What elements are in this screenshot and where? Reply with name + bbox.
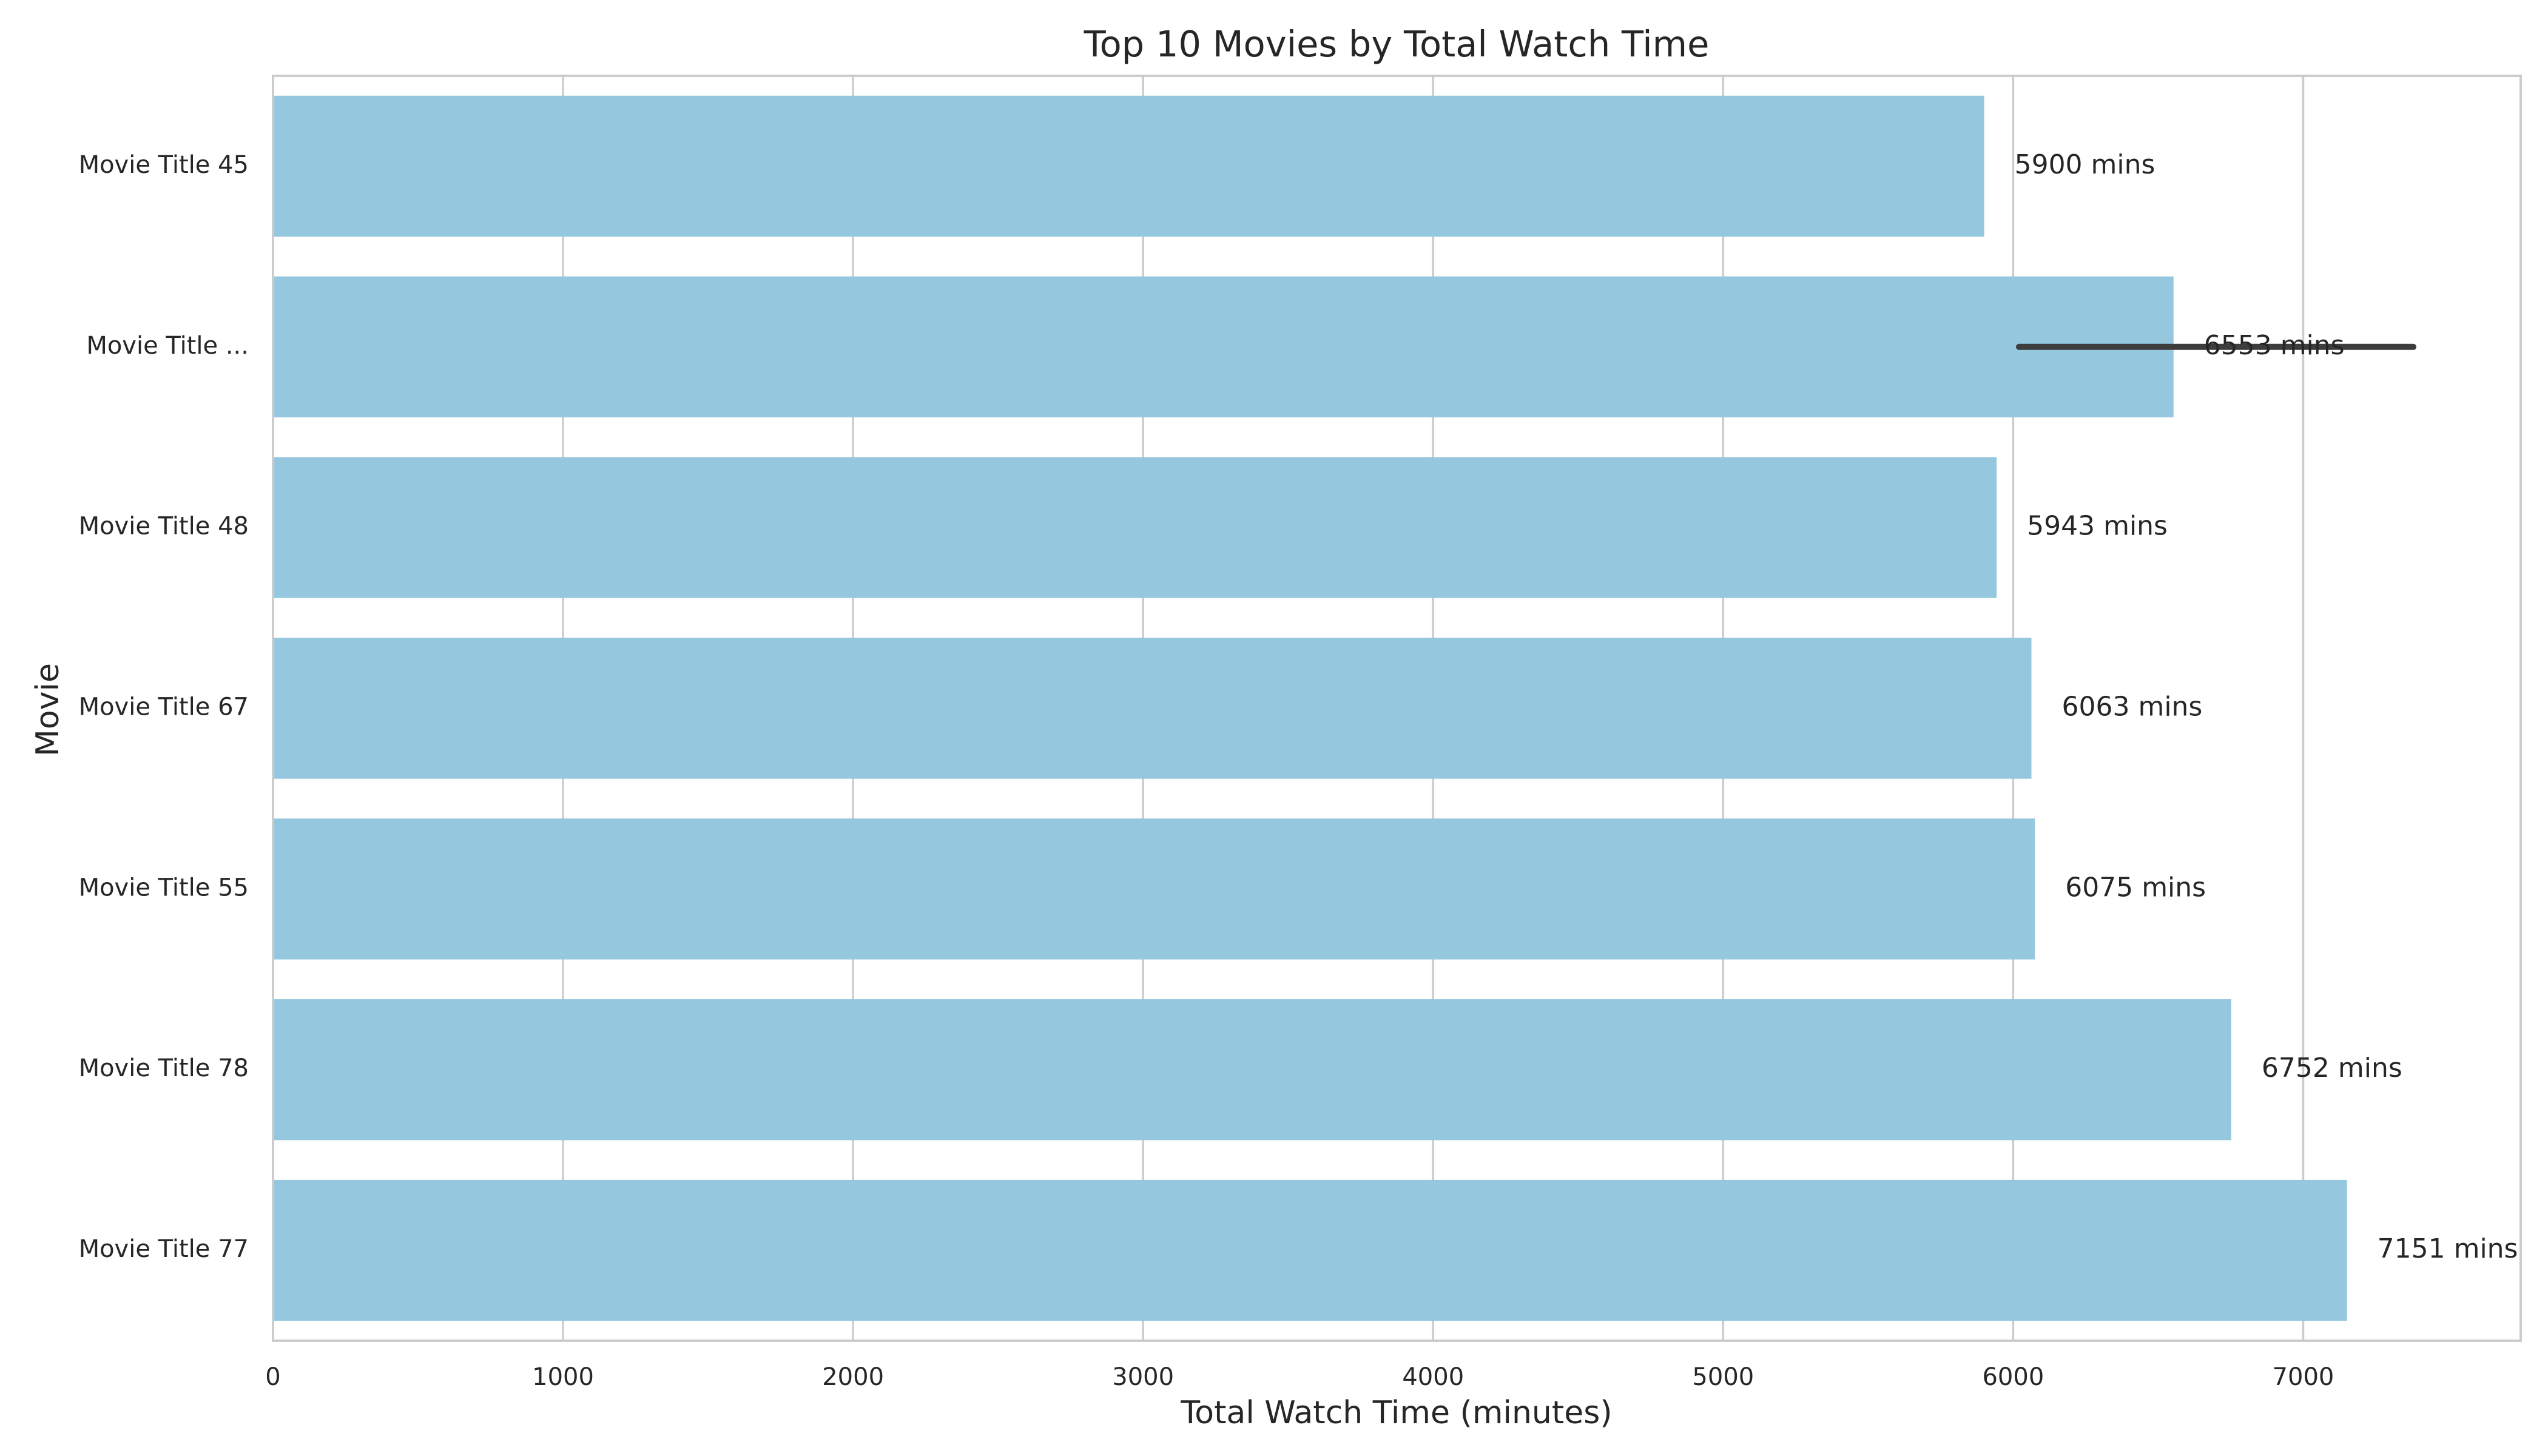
- y-axis-label: Movie: [30, 663, 66, 757]
- y-tick-labels: Movie Title 45 Movie Title ... Movie Title…: [79, 151, 249, 1263]
- y-tick-label: Movie Title 45: [79, 151, 249, 179]
- data-label: 6063 mins: [2062, 692, 2203, 723]
- data-label: 7151 mins: [2378, 1233, 2518, 1264]
- x-tick-label: 2000: [822, 1363, 884, 1391]
- data-label: 6752 mins: [2262, 1053, 2402, 1084]
- plot-frame: [272, 75, 2522, 1342]
- y-tick-label: Movie Title 48: [79, 513, 249, 541]
- data-label: 5943 mins: [2027, 511, 2168, 542]
- x-tick-label: 3000: [1112, 1363, 1174, 1391]
- y-tick-label: Movie Title 78: [79, 1054, 249, 1082]
- x-tick-label: 5000: [1692, 1363, 1754, 1391]
- bar: [273, 457, 1997, 598]
- x-tick-label: 7000: [2273, 1363, 2334, 1391]
- data-label: 5900 mins: [2015, 149, 2155, 180]
- bar: [273, 276, 2174, 417]
- x-tick-label: 1000: [532, 1363, 594, 1391]
- y-tick-label: Movie Title 67: [79, 693, 249, 721]
- data-labels: 5900 mins 6553 mins 5943 mins 6063 mins 6075…: [2015, 149, 2518, 1264]
- x-axis-label: Total Watch Time (minutes): [1180, 1395, 1612, 1431]
- data-label: 6075 mins: [2065, 872, 2206, 903]
- chart-title: Top 10 Movies by Total Watch Time: [1084, 23, 1710, 65]
- bar: [273, 1179, 2347, 1321]
- x-tick-label: 6000: [1982, 1363, 2044, 1391]
- x-tick-label: 0: [265, 1363, 280, 1391]
- y-tick-label: Movie Title 77: [79, 1235, 249, 1263]
- data-label: 6553 mins: [2204, 330, 2345, 361]
- x-tick-labels: 0 1000 2000 3000 4000 5000 6000 7000: [265, 1363, 2334, 1391]
- x-tick-label: 4000: [1402, 1363, 1464, 1391]
- y-tick-label: Movie Title ...: [86, 332, 249, 360]
- bar: [273, 999, 2231, 1141]
- y-tick-label: Movie Title 55: [79, 874, 249, 902]
- bars: [273, 95, 2347, 1321]
- bar: [273, 95, 1984, 237]
- bar: [273, 818, 2035, 960]
- bar: [273, 638, 2032, 779]
